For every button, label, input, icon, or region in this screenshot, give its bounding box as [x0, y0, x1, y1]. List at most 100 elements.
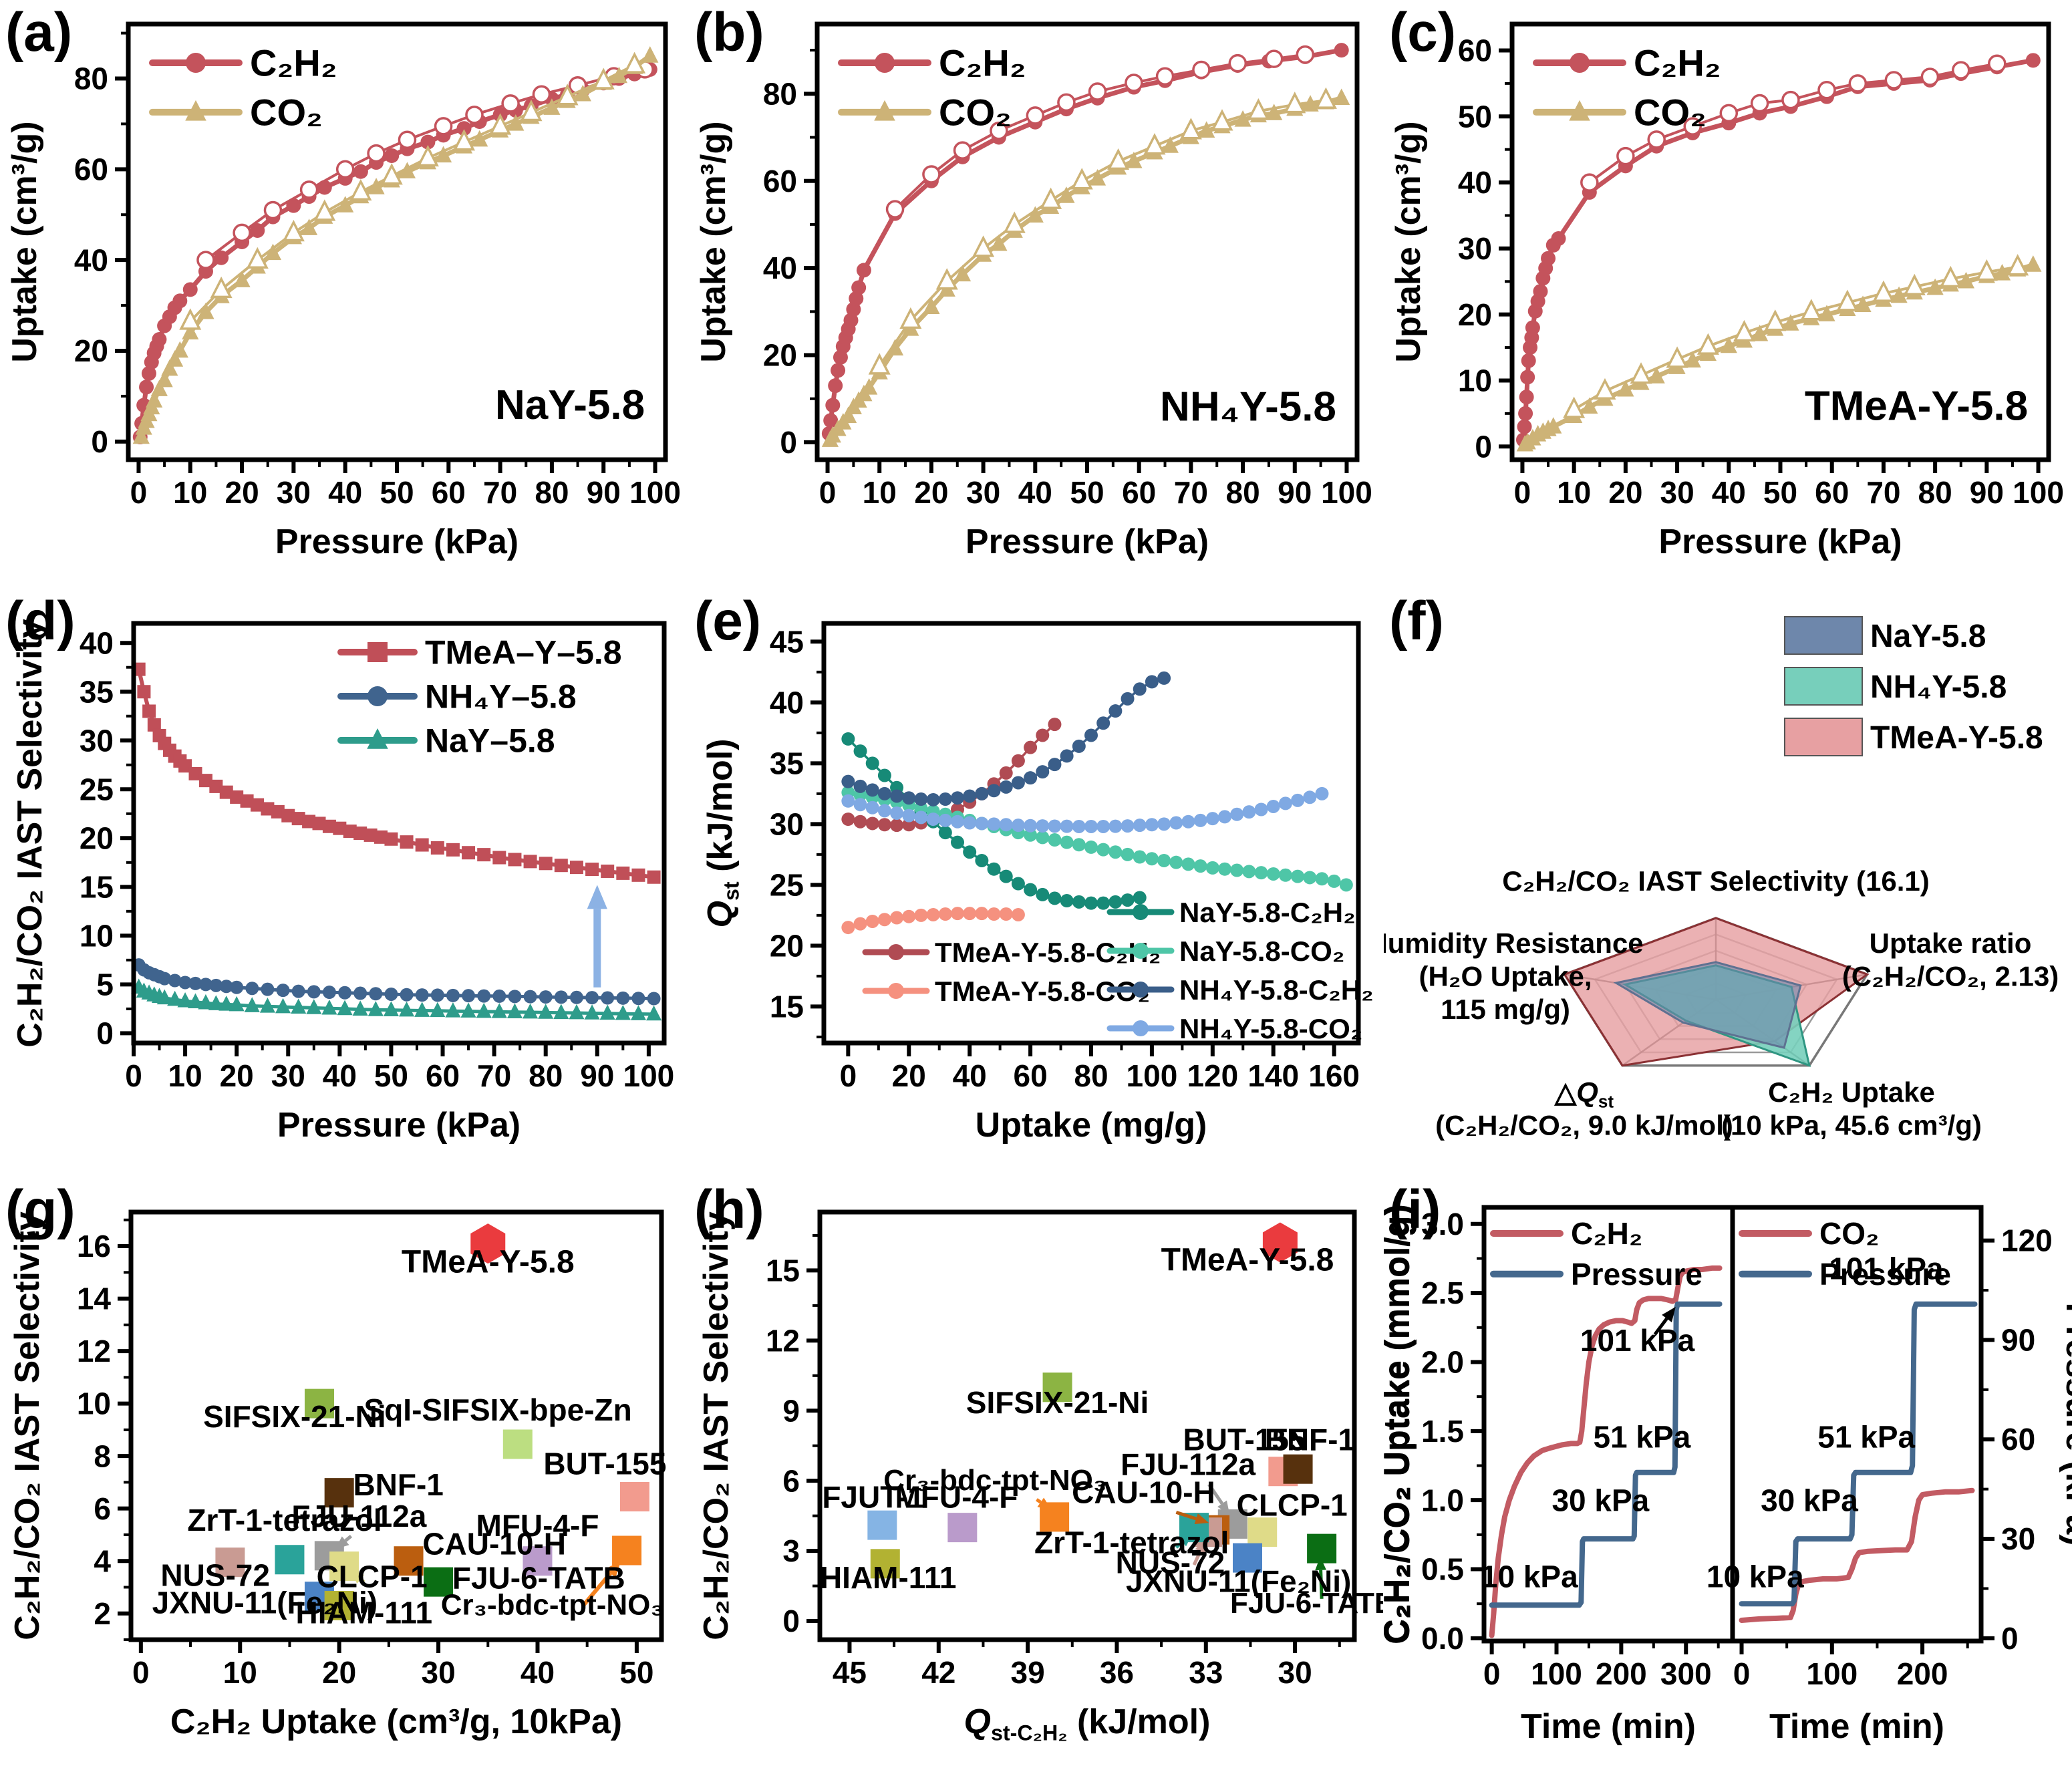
svg-text:80: 80 [1225, 475, 1260, 510]
text-annotation: 30 kPa [1551, 1483, 1649, 1518]
svg-text:Time (min): Time (min) [1769, 1707, 1944, 1746]
panel-d-letter: (d) [5, 591, 76, 651]
svg-text:70: 70 [1866, 475, 1900, 510]
svg-text:MFU-4-F: MFU-4-F [895, 1479, 1018, 1514]
svg-text:25: 25 [80, 772, 114, 806]
plot-frame [1730, 1205, 1984, 1644]
text-annotation: FJUT-1 [822, 1479, 924, 1514]
panel-f: (f) C₂H₂/CO₂ IAST Selectivity (16.1) Upta… [1384, 589, 2072, 1177]
panel-e-chart: 0 20 40 60 80 100 120 140 160 Uptake (mg/g) 15 20 25… [701, 621, 1374, 1145]
y-axis-label: Uptake (cm³/g) [694, 121, 733, 362]
svg-text:50: 50 [374, 1058, 408, 1093]
svg-text:Time (min): Time (min) [1521, 1707, 1696, 1746]
svg-text:SIFSIX-21-Ni: SIFSIX-21-Ni [203, 1399, 386, 1434]
svg-text:0: 0 [840, 1058, 857, 1093]
svg-text:0: 0 [125, 1058, 142, 1093]
svg-text:45: 45 [770, 624, 804, 659]
svg-text:NUS-72: NUS-72 [160, 1558, 270, 1593]
panel-g-letter: (g) [5, 1179, 76, 1240]
svg-text:TMeA–Y–5.8: TMeA–Y–5.8 [425, 634, 622, 672]
text-annotation: 51 kPa [1593, 1420, 1690, 1455]
svg-text:6: 6 [94, 1491, 111, 1526]
svg-text:FJU-6-TATB: FJU-6-TATB [452, 1560, 625, 1595]
svg-text:50: 50 [380, 475, 414, 510]
svg-text:Cr₃-bdc-tpt-NO₃: Cr₃-bdc-tpt-NO₃ [883, 1464, 1106, 1497]
series-layer [841, 671, 1353, 935]
arrow-annotation [587, 885, 607, 988]
svg-text:70: 70 [483, 475, 517, 510]
text-annotation: HIAM-111 [820, 1560, 957, 1595]
series-SqI-SIFSIX-bpe-Zn [502, 1429, 533, 1459]
svg-text:C₂H₂ Uptake (cm³/g, 10kPa): C₂H₂ Uptake (cm³/g, 10kPa) [170, 1702, 622, 1741]
svg-text:C₂H₂/CO₂ IAST Selectivity: C₂H₂/CO₂ IAST Selectivity [697, 1211, 736, 1640]
svg-text:Uptake (cm³/g): Uptake (cm³/g) [694, 121, 733, 362]
panel-c-letter: (c) [1389, 2, 1457, 63]
y-axis: 0 5 10 15 20 25 30 35 40 [80, 625, 134, 1050]
svg-text:33: 33 [1189, 1655, 1223, 1690]
svg-text:Pressure: Pressure [1571, 1257, 1703, 1292]
svg-text:0.0: 0.0 [1421, 1621, 1464, 1656]
svg-text:5: 5 [96, 967, 114, 1002]
svg-text:JXNU-11(Fe₂Ni): JXNU-11(Fe₂Ni) [152, 1586, 378, 1620]
svg-text:60: 60 [432, 475, 466, 510]
svg-text:40: 40 [1458, 165, 1492, 200]
series-HIAM-111 [324, 1590, 354, 1620]
svg-text:30 kPa: 30 kPa [1551, 1483, 1649, 1518]
svg-text:CO₂: CO₂ [1819, 1216, 1879, 1251]
series-SIFSIX-21-Ni [304, 1388, 334, 1419]
svg-text:Uptake (mg/g): Uptake (mg/g) [976, 1106, 1207, 1145]
radar-axis-label: C₂H₂ Uptake (10 kPa, 45.6 cm³/g) [1721, 1076, 1982, 1141]
series-C2H2-uptake [1489, 1265, 1723, 1638]
svg-text:FJUT-1: FJUT-1 [822, 1479, 924, 1514]
svg-text:40: 40 [80, 625, 114, 660]
svg-text:BNF-1: BNF-1 [1265, 1423, 1355, 1457]
svg-text:50: 50 [1070, 475, 1104, 510]
series-CAU-10-H [394, 1546, 424, 1576]
svg-text:NaY–5.8: NaY–5.8 [425, 722, 555, 760]
svg-text:80: 80 [1918, 475, 1952, 510]
svg-text:CAU-10-H: CAU-10-H [1072, 1475, 1215, 1509]
svg-text:1.0: 1.0 [1421, 1483, 1464, 1517]
y-axis-label: C₂H₂/CO₂ Uptake (mmol/g) [1384, 1204, 1417, 1644]
svg-text:90: 90 [1278, 475, 1312, 510]
svg-text:15: 15 [770, 989, 804, 1024]
svg-text:40: 40 [521, 1655, 555, 1690]
svg-text:100: 100 [1127, 1058, 1178, 1093]
svg-text:0: 0 [2001, 1621, 2019, 1656]
svg-text:90: 90 [1970, 475, 2004, 510]
svg-text:30: 30 [966, 475, 1000, 510]
svg-text:40: 40 [323, 1058, 357, 1093]
svg-text:30: 30 [80, 723, 114, 758]
svg-text:C₂H₂: C₂H₂ [1571, 1216, 1642, 1251]
text-annotation: 51 kPa [1817, 1420, 1915, 1455]
y-axis: 15 20 25 30 35 40 45 [770, 624, 824, 1038]
x-axis: 0 20 40 60 80 100 120 140 160 [840, 1043, 1360, 1093]
svg-text:60: 60 [1014, 1058, 1048, 1093]
series-C2H2-desorption [1580, 54, 2007, 192]
x-axis-label: Pressure (kPa) [1658, 523, 1902, 561]
text-annotation: MFU-4-F [895, 1479, 1018, 1514]
series-C2H2-adsorption [821, 43, 1349, 441]
arrow-annotation [1035, 1497, 1052, 1510]
x-axis: 0 10 20 30 40 50 60 70 80 90 100 [130, 460, 681, 510]
svg-text:0: 0 [132, 1655, 150, 1690]
text-annotation: SIFSIX-21-Ni [966, 1385, 1149, 1420]
svg-text:51 kPa: 51 kPa [1593, 1420, 1690, 1455]
svg-text:70: 70 [1174, 475, 1208, 510]
svg-text:40: 40 [770, 685, 804, 720]
svg-text:0: 0 [1514, 475, 1531, 510]
y-axis: 0 20 40 60 80 [74, 31, 128, 459]
plot-frame [131, 621, 667, 1046]
svg-text:60: 60 [763, 164, 797, 198]
svg-text:Qst-C₂H₂ (kJ/mol): Qst-C₂H₂ (kJ/mol) [964, 1702, 1211, 1745]
svg-text:C₂H₂ Uptake(10 kPa, 45.6 cm³/g: C₂H₂ Uptake (10 kPa, 45.6 cm³/g) [1721, 1076, 1982, 1141]
y-axis: 2 4 6 8 10 12 14 16 [77, 1218, 131, 1641]
svg-text:BNF-1: BNF-1 [353, 1467, 443, 1502]
text-annotation: CLCP-1 [1237, 1488, 1348, 1523]
svg-text:35: 35 [80, 674, 114, 709]
x-axis-label: Qst-C₂H₂ (kJ/mol) [964, 1702, 1211, 1745]
svg-text:FJU-112a: FJU-112a [291, 1499, 426, 1533]
svg-text:60: 60 [2001, 1422, 2035, 1457]
svg-text:2.5: 2.5 [1421, 1276, 1464, 1310]
svg-text:Pressure (kPa): Pressure (kPa) [277, 1106, 521, 1145]
